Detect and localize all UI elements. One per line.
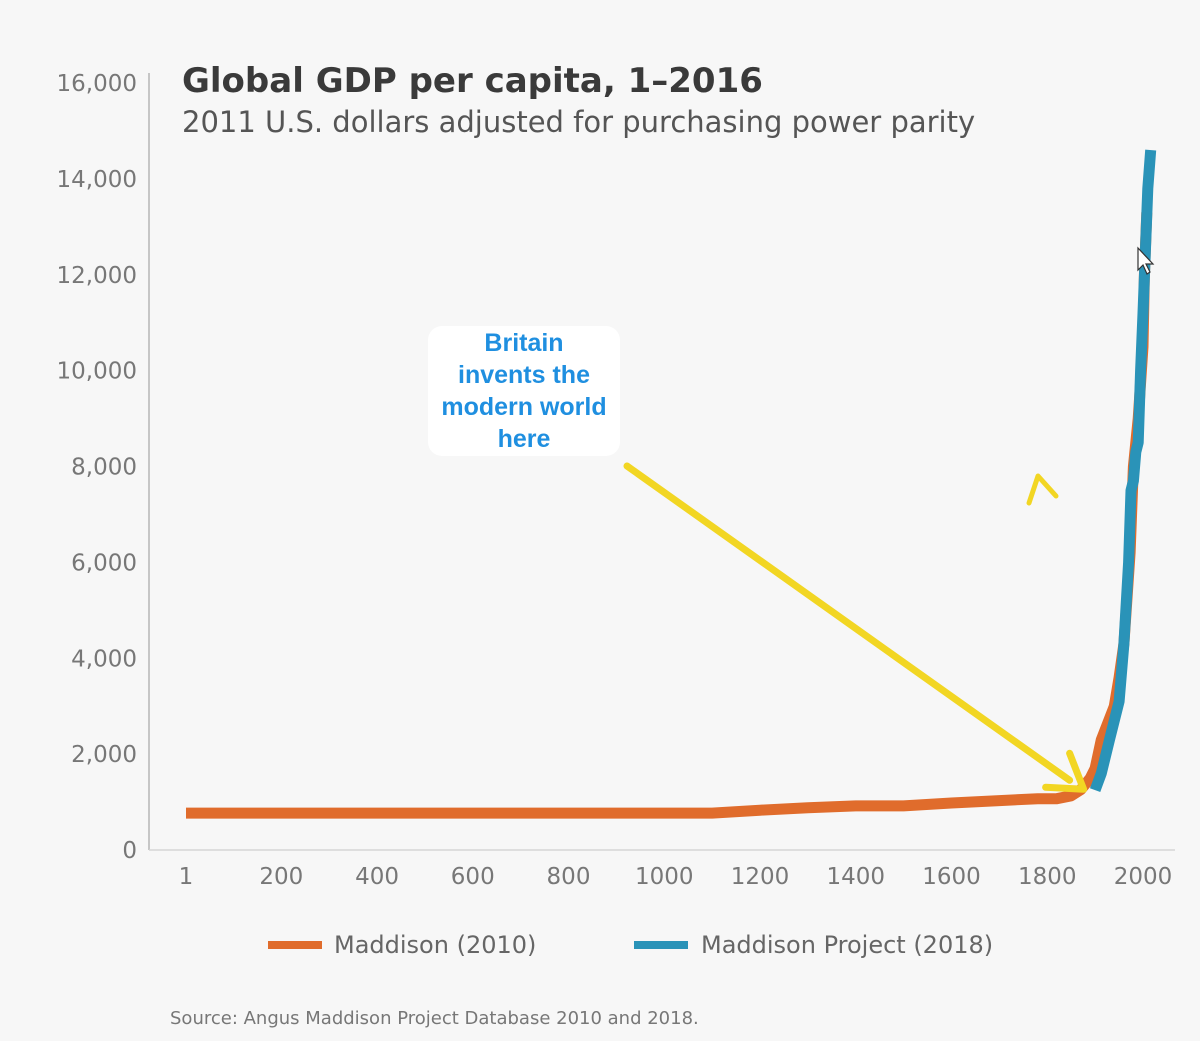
x-tick-label: 1000 [635, 864, 694, 890]
x-tick-label: 600 [451, 864, 495, 890]
x-tick-label: 800 [547, 864, 591, 890]
series-layer [186, 149, 1157, 819]
y-tick-label: 2,000 [71, 742, 137, 768]
y-tick-labels: 0 2,000 4,000 6,000 8,000 10,000 12,000 14,000 1… [57, 71, 137, 864]
annotation-text: Britain [484, 329, 563, 357]
x-tick-label: 1800 [1018, 864, 1077, 890]
x-tick-labels: 1 200 400 600 800 1000 1200 1400 1600 1800 2000 [179, 864, 1173, 890]
y-tick-label: 12,000 [57, 263, 137, 289]
x-tick-label: 400 [355, 864, 399, 890]
legend-label: Maddison Project (2018) [701, 931, 993, 959]
source-note: Source: Angus Maddison Project Database … [170, 1008, 699, 1029]
y-tick-label: 4,000 [71, 646, 137, 672]
x-tick-label: 200 [259, 864, 303, 890]
y-tick-label: 0 [122, 838, 137, 864]
x-tick-label: 1400 [826, 864, 885, 890]
annotation-layer: Britain invents the modern world here [428, 326, 1088, 793]
x-tick-label: 1600 [922, 864, 981, 890]
chart-subtitle: 2011 U.S. dollars adjusted for purchasin… [182, 105, 975, 139]
chart-title: Global GDP per capita, 1–2016 [182, 61, 763, 101]
annotation-text: modern world [441, 393, 606, 421]
annotation-arrow [623, 462, 1074, 784]
annotation-text: invents the [458, 361, 590, 389]
mouse-cursor-icon [1137, 246, 1155, 275]
series-line-maddison-project-2018 [1089, 149, 1157, 793]
x-tick-label: 2000 [1114, 864, 1173, 890]
legend-label: Maddison (2010) [334, 931, 536, 959]
y-tick-label: 16,000 [57, 71, 137, 97]
annotation-text: here [498, 425, 551, 453]
annotation-arrowhead [1042, 749, 1088, 793]
annotation-box [428, 326, 620, 456]
caret-mark [1026, 473, 1059, 506]
y-tick-label: 6,000 [71, 550, 137, 576]
y-tick-label: 10,000 [57, 359, 137, 385]
x-tick-label: 1200 [731, 864, 790, 890]
series-line-maddison-2010 [186, 212, 1153, 819]
y-tick-label: 14,000 [57, 167, 137, 193]
legend: Maddison (2010) Maddison Project (2018) [268, 931, 993, 959]
x-tick-label: 1 [179, 864, 194, 890]
y-tick-label: 8,000 [71, 455, 137, 481]
